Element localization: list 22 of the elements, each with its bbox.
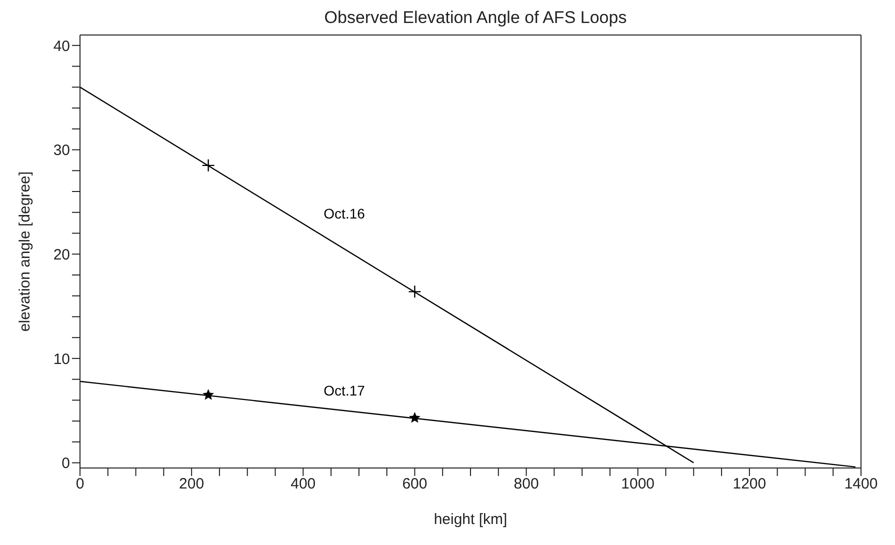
series-label: Oct.16 (324, 206, 366, 222)
y-tick-label: 20 (53, 246, 70, 264)
y-tick-label: 30 (53, 142, 70, 160)
x-tick-label: 0 (76, 476, 84, 493)
point (202, 158, 215, 172)
point (409, 412, 420, 423)
y-tick-label: 40 (53, 38, 70, 55)
x-tick-label: 400 (290, 476, 316, 493)
chart-title: Observed Elevation Angle of AFS Loops (323, 8, 628, 28)
x-tick-label: 800 (514, 476, 539, 493)
x-tick-label: 1000 (621, 476, 655, 493)
point (408, 285, 422, 298)
x-tick-label: 200 (179, 476, 204, 493)
y-tick-label: 10 (53, 350, 70, 368)
x-tick-label: 1200 (732, 476, 766, 493)
point (202, 388, 214, 400)
x-axis-title: height [km] (434, 511, 508, 528)
y-tick-label: 0 (62, 455, 70, 472)
series-label: Oct.17 (324, 382, 366, 398)
x-tick-label: 600 (402, 476, 428, 493)
y-axis-title: elevation angle [degree] (16, 171, 34, 332)
x-tick-label: 1400 (844, 476, 878, 493)
